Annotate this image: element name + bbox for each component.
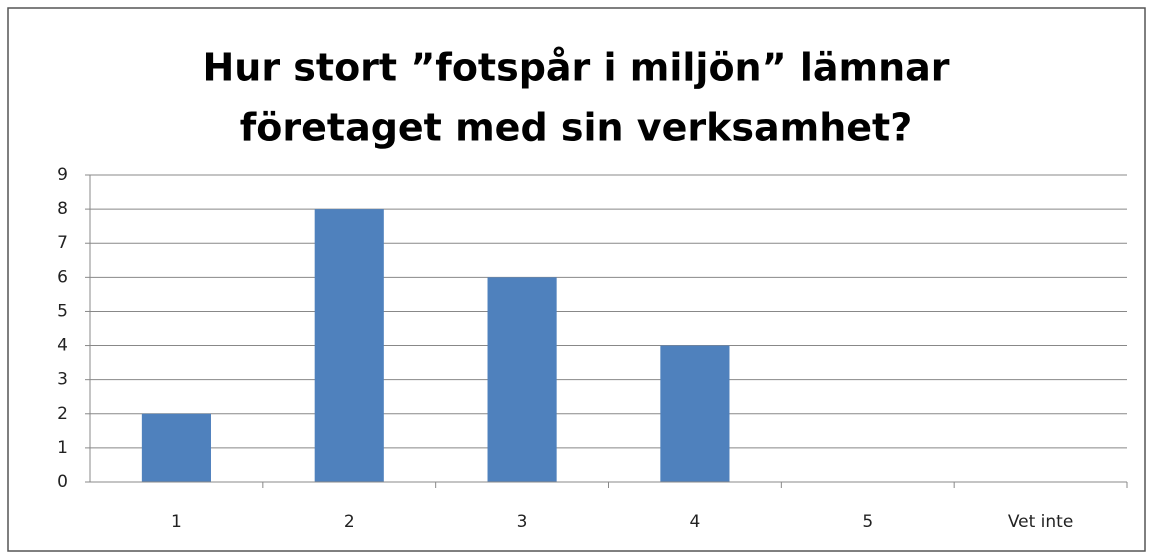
bar	[487, 277, 557, 482]
y-tick-label: 0	[57, 472, 68, 492]
chart-title: Hur stort ”fotspår i miljön” lämnar	[202, 46, 949, 90]
y-tick-label: 8	[57, 199, 68, 219]
x-tick-label: 2	[344, 512, 355, 532]
y-tick-label: 2	[57, 404, 68, 424]
y-tick-label: 7	[57, 233, 68, 253]
bar	[314, 209, 384, 482]
y-tick-label: 1	[57, 438, 68, 458]
y-tick-label: 9	[57, 165, 68, 185]
chart-title: företaget med sin verksamhet?	[240, 106, 913, 150]
x-tick-label: 4	[690, 512, 701, 532]
x-tick-label: 5	[862, 512, 873, 532]
x-tick-label: 1	[171, 512, 182, 532]
x-tick-label: 3	[517, 512, 528, 532]
y-tick-label: 5	[57, 301, 68, 321]
bar	[141, 413, 211, 482]
x-tick-label: Vet inte	[1008, 512, 1073, 532]
y-tick-label: 6	[57, 267, 68, 287]
bar	[660, 345, 730, 482]
y-tick-label: 4	[57, 336, 68, 356]
y-tick-label: 3	[57, 370, 68, 390]
